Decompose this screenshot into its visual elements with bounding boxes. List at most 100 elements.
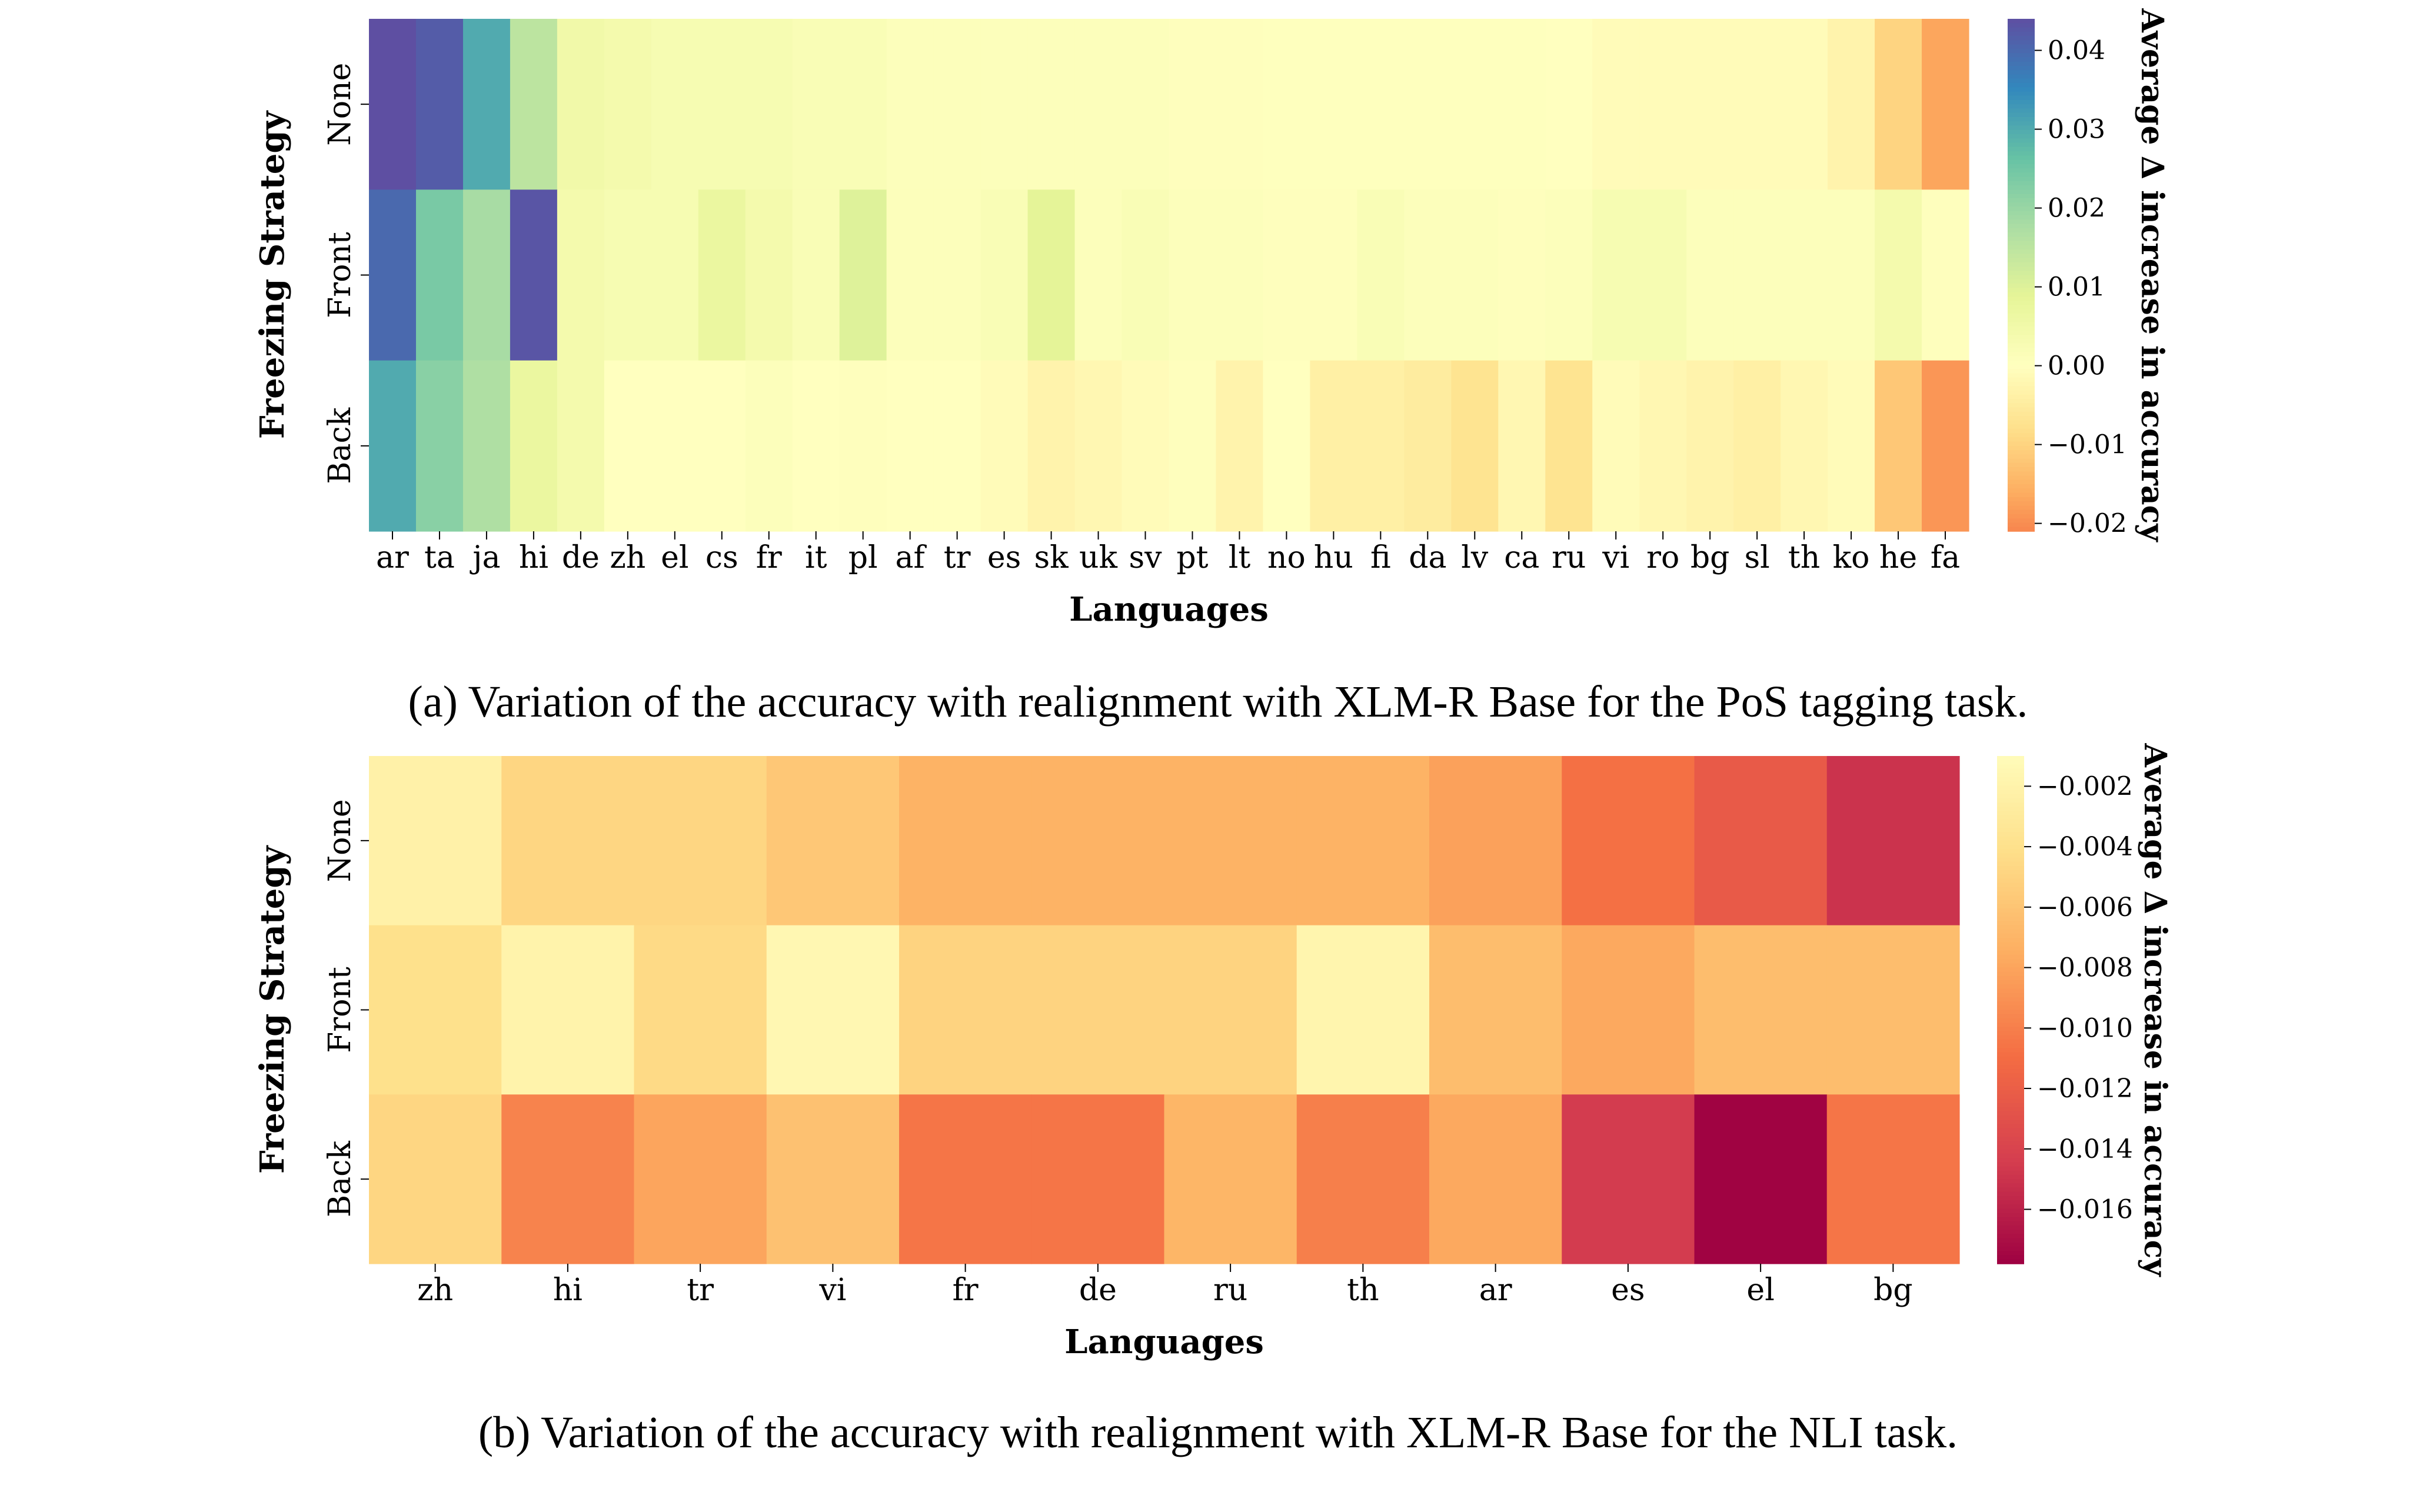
x-tick-label: pt: [1176, 540, 1208, 575]
heatmap-cell-back-sk: [1027, 360, 1076, 532]
heatmap-cell-front-el: [1694, 925, 1828, 1095]
heatmap-cell-back-ta: [415, 360, 464, 532]
colorbar-segment: [2008, 450, 2035, 455]
heatmap-cell-back-cs: [698, 360, 746, 532]
colorbar-segment: [2008, 377, 2035, 382]
heatmap-panel-pos: ar ta ja hi de zh el cs fr it pl af tr es sk uk sv pt lt no…: [253, 8, 2170, 727]
colorbar-segment: [1997, 1044, 2024, 1049]
colorbar-segment: [1997, 1039, 2024, 1044]
heatmap-cell-front-ta: [415, 189, 464, 361]
colorbar-segment: [2008, 390, 2035, 395]
heatmap-cell-none-uk: [1074, 19, 1123, 190]
colorbar-segment: [2008, 305, 2035, 310]
colorbar-segment: [1997, 1018, 2024, 1023]
colorbar-segment: [2008, 258, 2035, 263]
colorbar-segment: [2008, 471, 2035, 477]
colorbar-tick-label: −0.016: [2037, 1195, 2133, 1225]
colorbar-segment: [1997, 1120, 2024, 1125]
colorbar-segment: [2008, 262, 2035, 267]
colorbar-segment: [2008, 266, 2035, 272]
colorbar-segment: [1997, 1183, 2024, 1188]
colorbar-segment: [1997, 1225, 2024, 1231]
colorbar-segment: [2008, 65, 2035, 71]
x-tick-label: bg: [1873, 1273, 1913, 1308]
heatmap-cell-none-zh: [604, 19, 652, 190]
heatmap-cell-none-de: [1031, 756, 1165, 926]
colorbar-segment: [1997, 929, 2024, 934]
colorbar-segment: [1997, 845, 2024, 850]
colorbar-segment: [2008, 19, 2035, 24]
x-tick-label: th: [1347, 1273, 1379, 1308]
heatmap-cell-back-bg: [1686, 360, 1734, 532]
colorbar-segment: [2008, 475, 2035, 481]
heatmap-cell-front-vi: [766, 925, 900, 1095]
colorbar-segment: [1997, 1090, 2024, 1095]
colorbar-segment: [1997, 1048, 2024, 1053]
colorbar-segment: [2008, 488, 2035, 494]
heatmap-cell-back-zh: [369, 1094, 502, 1264]
colorbar-segment: [2008, 445, 2035, 451]
colorbar-segment: [1997, 1005, 2024, 1011]
colorbar-segment: [2008, 104, 2035, 109]
colorbar-segment: [1997, 819, 2024, 824]
colorbar-segment: [1997, 1010, 2024, 1015]
heatmap-cell-back-fr: [899, 1094, 1032, 1264]
colorbar-segment: [2008, 112, 2035, 118]
heatmap-cell-back-vi: [1592, 360, 1640, 532]
heatmap-cell-none-bg: [1686, 19, 1734, 190]
colorbar-segment: [1997, 984, 2024, 990]
y-tick-label: Back: [322, 1141, 358, 1217]
colorbar-segment: [2008, 87, 2035, 92]
colorbar-segment: [1997, 1128, 2024, 1133]
colorbar-segment: [1997, 1069, 2024, 1074]
colorbar-segment: [1997, 828, 2024, 833]
heatmap-cell-back-th: [1781, 360, 1828, 532]
colorbar-segment: [1997, 1179, 2024, 1184]
heatmap-cell-back-el: [1694, 1094, 1828, 1264]
figure-caption: (b) Variation of the accuracy with reali…: [478, 1408, 1958, 1457]
colorbar-segment: [2008, 219, 2035, 225]
heatmap-cell-none-sv: [1122, 19, 1170, 190]
colorbar-segment: [2008, 347, 2035, 352]
colorbar-segment: [2008, 245, 2035, 250]
colorbar-segment: [1997, 1259, 2024, 1264]
heatmap-cell-none-zh: [369, 756, 502, 926]
colorbar-label: Average Δ increase in accuracy: [2137, 743, 2173, 1278]
colorbar-segment: [2008, 129, 2035, 135]
colorbar-segment: [1997, 1213, 2024, 1218]
heatmap-cell-back-fr: [745, 360, 793, 532]
colorbar-segment: [2008, 275, 2035, 280]
heatmap-cell-back-hi: [501, 1094, 635, 1264]
heatmap-cell-front-sk: [1027, 189, 1076, 361]
colorbar-segment: [2008, 522, 2035, 528]
x-tick-label: it: [805, 540, 827, 575]
x-tick-label: bg: [1690, 540, 1730, 575]
heatmap-cell-none-hi: [510, 19, 558, 190]
colorbar-segment: [2008, 151, 2035, 156]
y-axis-label: Freezing Strategy: [253, 845, 292, 1174]
x-tick-label: fr: [953, 1273, 979, 1308]
x-tick-label: ta: [424, 540, 455, 575]
colorbar-segment: [1997, 824, 2024, 829]
heatmap-cell-back-ru: [1164, 1094, 1297, 1264]
heatmap-cell-front-ro: [1639, 189, 1687, 361]
colorbar-segment: [2008, 373, 2035, 378]
colorbar-segment: [1997, 815, 2024, 820]
colorbar-segment: [1997, 921, 2024, 926]
heatmap-cell-none-ko: [1828, 19, 1875, 190]
colorbar-segment: [2008, 164, 2035, 169]
colorbar-segment: [1997, 785, 2024, 791]
x-tick-label: hi: [519, 540, 548, 575]
colorbar-segment: [2008, 284, 2035, 289]
colorbar-segment: [2008, 108, 2035, 114]
colorbar-segment: [2008, 134, 2035, 139]
colorbar-segment: [1997, 959, 2024, 964]
colorbar-segment: [2008, 501, 2035, 507]
colorbar-segment: [1997, 853, 2024, 858]
colorbar-segment: [1997, 1098, 2024, 1104]
colorbar-segment: [2008, 125, 2035, 131]
colorbar-segment: [2008, 194, 2035, 199]
colorbar-segment: [2008, 202, 2035, 208]
colorbar-tick-label: −0.006: [2037, 892, 2133, 922]
colorbar-segment: [1997, 832, 2024, 837]
